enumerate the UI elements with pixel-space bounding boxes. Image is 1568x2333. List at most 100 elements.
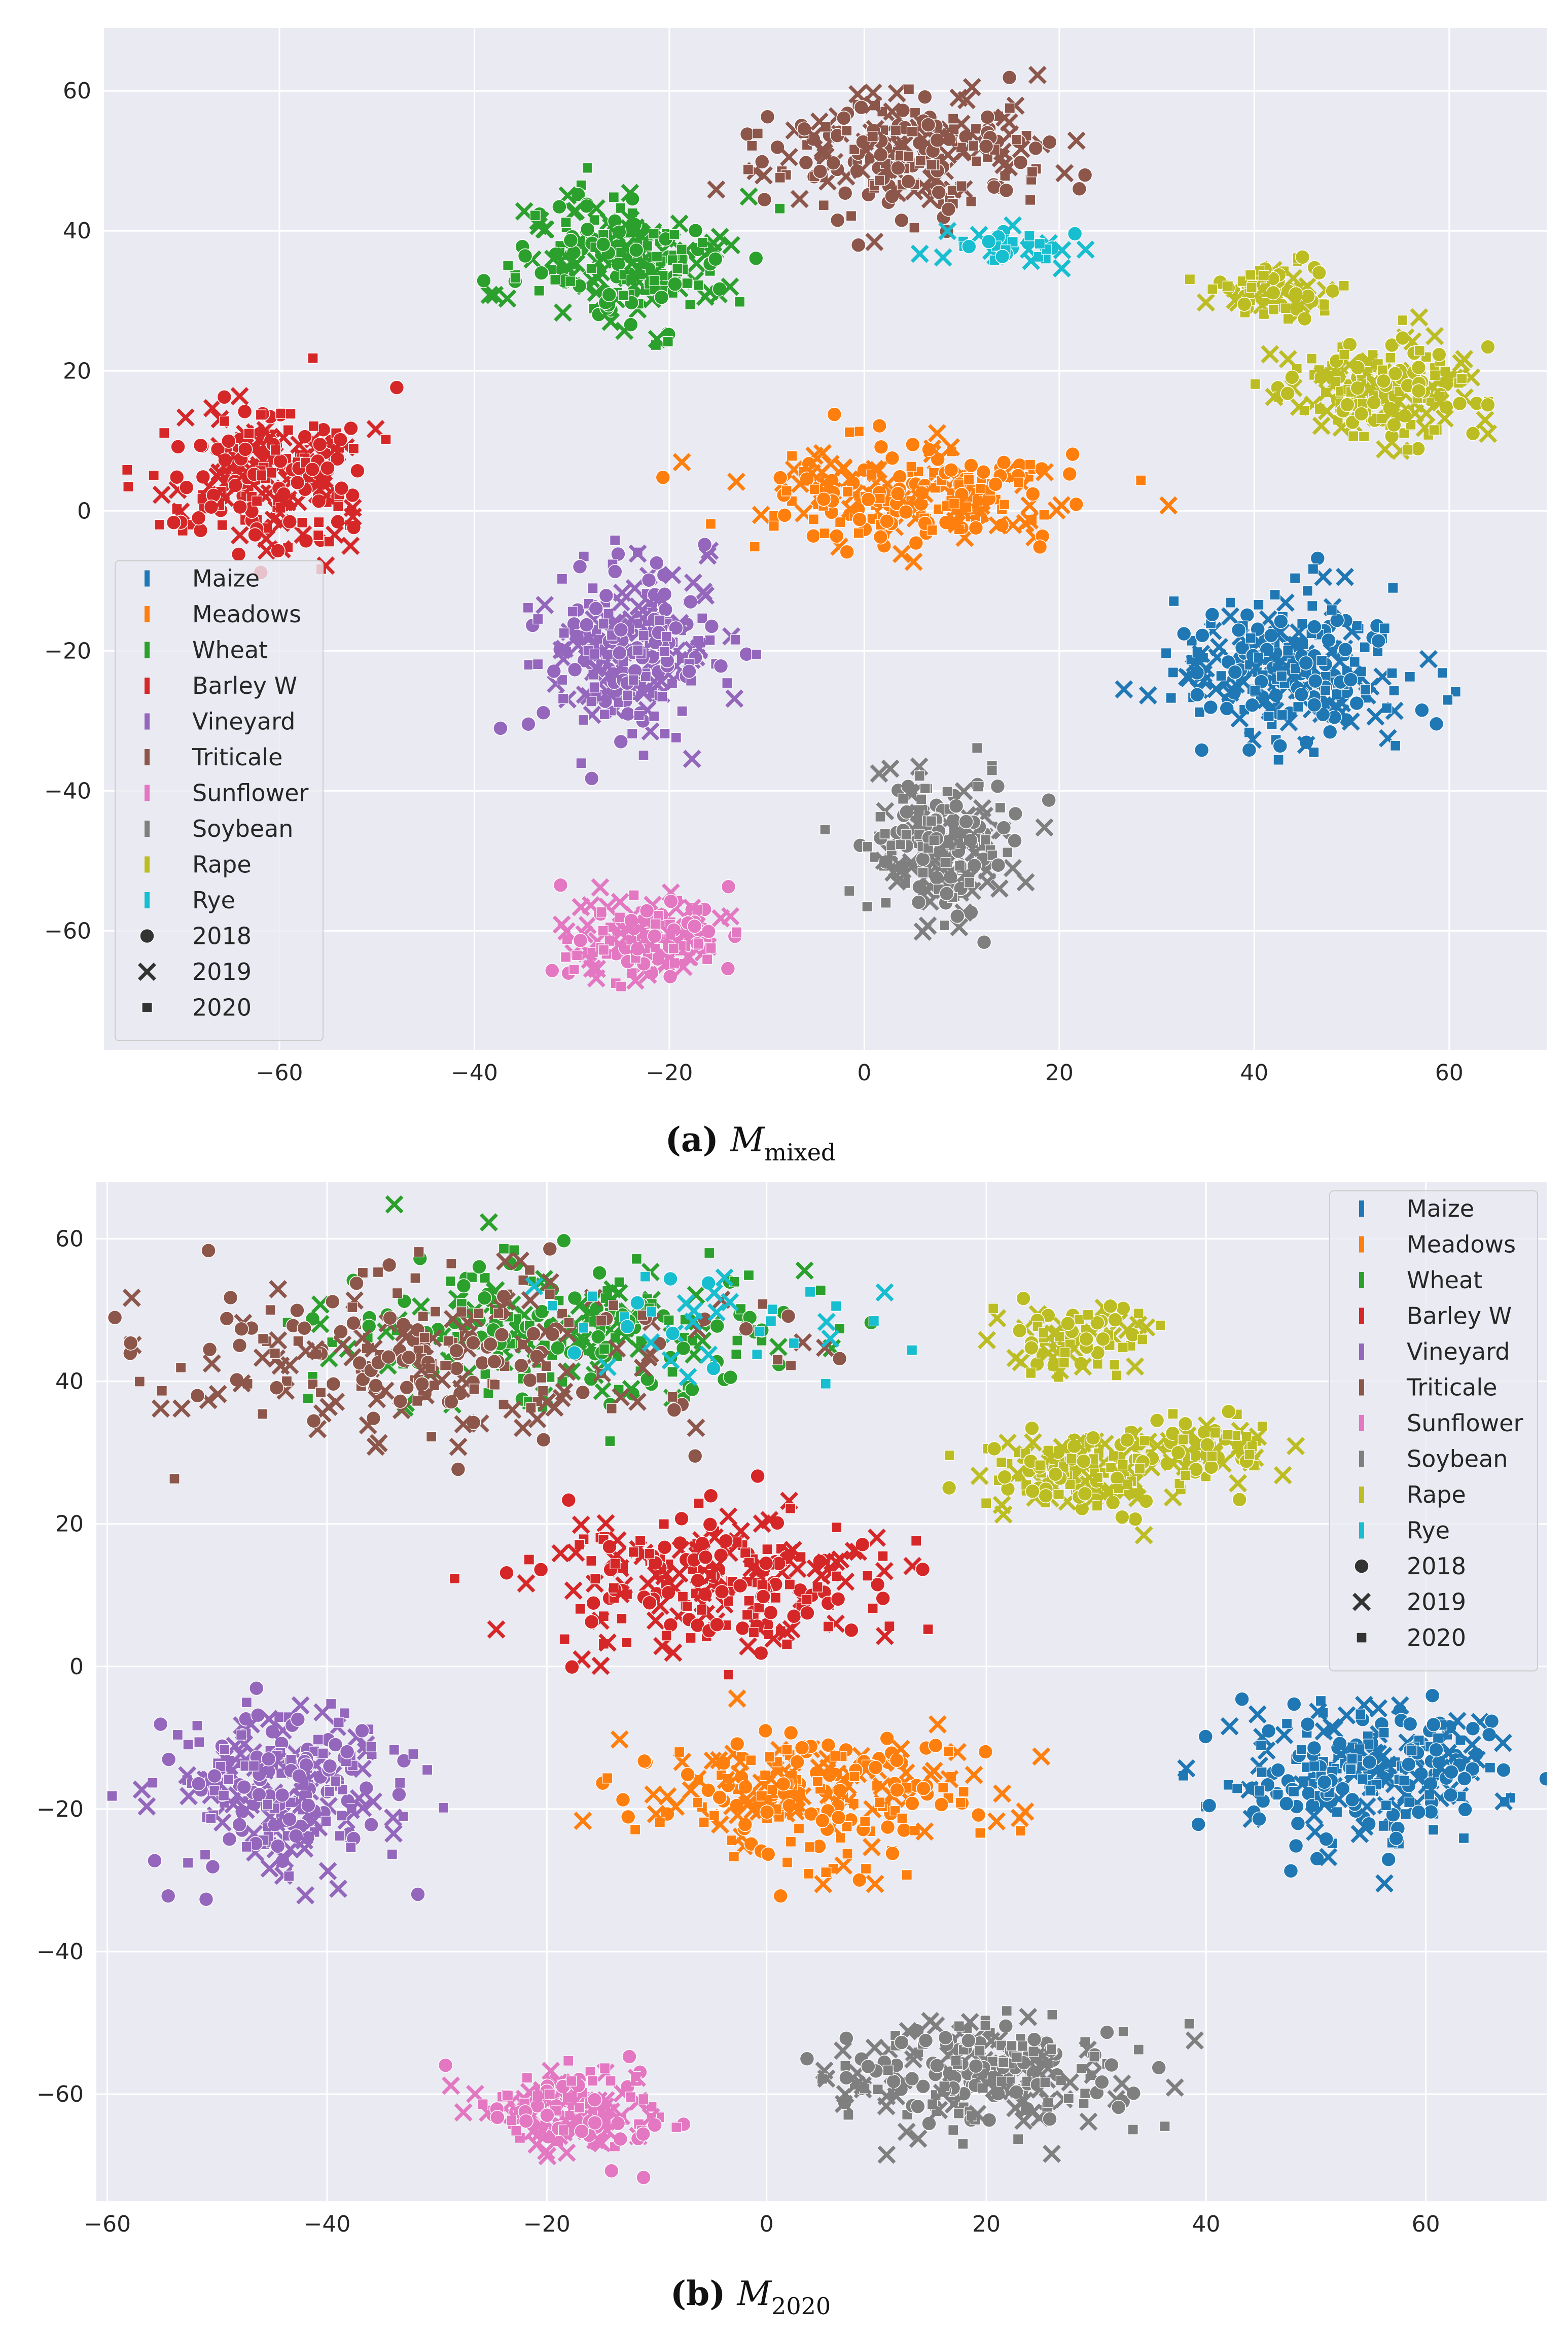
data-point-barley-w (179, 480, 194, 495)
data-point-triticale (536, 1432, 551, 1447)
data-point-meadows (892, 545, 911, 563)
data-point-sunflower (675, 926, 693, 945)
data-point-wheat (480, 286, 499, 304)
data-point-barley-w (741, 1609, 753, 1620)
data-point-soybean (974, 2045, 985, 2057)
data-point-barley-w (690, 1573, 705, 1588)
data-point-vineyard (633, 682, 652, 701)
data-point-soybean (897, 2123, 916, 2141)
legend-label: Rape (192, 851, 252, 878)
data-point-maize (1433, 1733, 1444, 1744)
data-point-sunflower (625, 915, 644, 934)
data-point-rye (679, 1368, 697, 1387)
data-point-sunflower (582, 896, 600, 914)
data-point-sunflower (598, 944, 610, 956)
data-point-rape (1164, 1488, 1182, 1507)
data-point-soybean (915, 2078, 931, 2094)
data-point-wheat (608, 192, 619, 203)
data-point-maize (1283, 1863, 1299, 1879)
panel-caption: (b) M2020 (670, 2274, 831, 2320)
data-point-meadows (827, 407, 842, 422)
data-point-meadows (829, 528, 844, 544)
data-point-soybean (972, 743, 983, 754)
data-point-soybean (1011, 2052, 1022, 2063)
data-point-sunflower (599, 2063, 611, 2074)
data-point-maize (1269, 589, 1280, 600)
panel-caption: (a) Mmixed (665, 1120, 836, 1166)
data-point-triticale (333, 1335, 352, 1354)
data-point-wheat (670, 215, 689, 233)
data-point-rape (1278, 350, 1297, 369)
data-point-vineyard (267, 1813, 286, 1832)
data-point-rye (821, 1329, 840, 1348)
data-point-rye (830, 1300, 842, 1312)
data-point-wheat (663, 1315, 674, 1326)
data-point-wheat (621, 210, 640, 229)
data-point-meadows (712, 1790, 727, 1805)
data-point-barley-w (230, 387, 249, 406)
data-point-triticale (307, 1378, 318, 1390)
data-point-wheat (675, 1340, 691, 1356)
data-point-meadows (680, 1767, 695, 1782)
data-point-barley-w (723, 1596, 734, 1607)
data-point-maize (1442, 694, 1453, 705)
data-point-rape (1091, 1500, 1103, 1511)
data-point-rye (685, 1301, 703, 1320)
data-point-barley-w (564, 1581, 583, 1600)
data-point-soybean (914, 770, 925, 782)
data-point-rape (1318, 299, 1330, 311)
data-point-vineyard (366, 1741, 377, 1752)
data-point-maize (1167, 667, 1179, 678)
data-point-vineyard (730, 634, 741, 645)
data-point-barley-w (646, 1611, 665, 1630)
data-point-barley-w (750, 1468, 765, 1484)
data-point-vineyard (274, 1787, 290, 1803)
data-point-triticale (315, 1387, 327, 1398)
data-point-soybean (895, 838, 906, 850)
data-point-triticale (931, 185, 946, 200)
data-point-soybean (960, 2012, 979, 2031)
data-point-rape (1053, 1489, 1064, 1500)
data-point-rye (705, 1284, 724, 1302)
legend-label: Vineyard (192, 708, 295, 735)
data-point-vineyard (532, 658, 544, 670)
data-point-rye (767, 1304, 778, 1315)
legend-swatch (1359, 1307, 1364, 1324)
data-point-triticale (326, 1376, 341, 1392)
data-point-wheat (743, 1269, 755, 1281)
data-point-meadows (964, 458, 979, 473)
data-point-triticale (443, 1310, 462, 1328)
data-point-triticale (563, 1317, 575, 1328)
data-point-rape (1342, 337, 1358, 352)
data-point-wheat (515, 202, 533, 221)
data-point-vineyard (605, 663, 624, 682)
data-point-maize (1276, 709, 1288, 721)
data-point-wheat (696, 288, 715, 306)
data-point-vineyard (330, 1776, 341, 1787)
data-point-triticale (633, 1359, 652, 1377)
data-point-rape (999, 1433, 1017, 1452)
data-point-maize (1369, 1699, 1388, 1718)
data-point-rape (1082, 1309, 1094, 1321)
data-point-vineyard (598, 588, 614, 603)
data-point-vineyard (641, 572, 657, 588)
data-point-rape (1229, 1474, 1248, 1493)
data-point-triticale (687, 1419, 705, 1437)
data-point-barley-w (341, 537, 360, 555)
data-point-sunflower (560, 951, 572, 963)
data-point-wheat (564, 275, 576, 287)
data-point-maize (1386, 667, 1398, 679)
data-point-maize (1288, 1838, 1304, 1854)
data-point-vineyard (354, 1723, 370, 1739)
data-point-wheat (302, 1393, 314, 1404)
data-point-triticale (381, 1257, 397, 1273)
data-point-barley-w (657, 1540, 672, 1555)
data-point-triticale (845, 210, 857, 222)
data-point-maize (1305, 1806, 1324, 1825)
data-point-rape (1221, 1404, 1236, 1419)
legend-swatch (1359, 1200, 1364, 1217)
data-point-triticale (257, 1408, 268, 1420)
data-point-meadows (783, 1725, 799, 1741)
data-point-rape (1325, 284, 1340, 299)
legend-label: 2020 (1407, 1624, 1466, 1651)
